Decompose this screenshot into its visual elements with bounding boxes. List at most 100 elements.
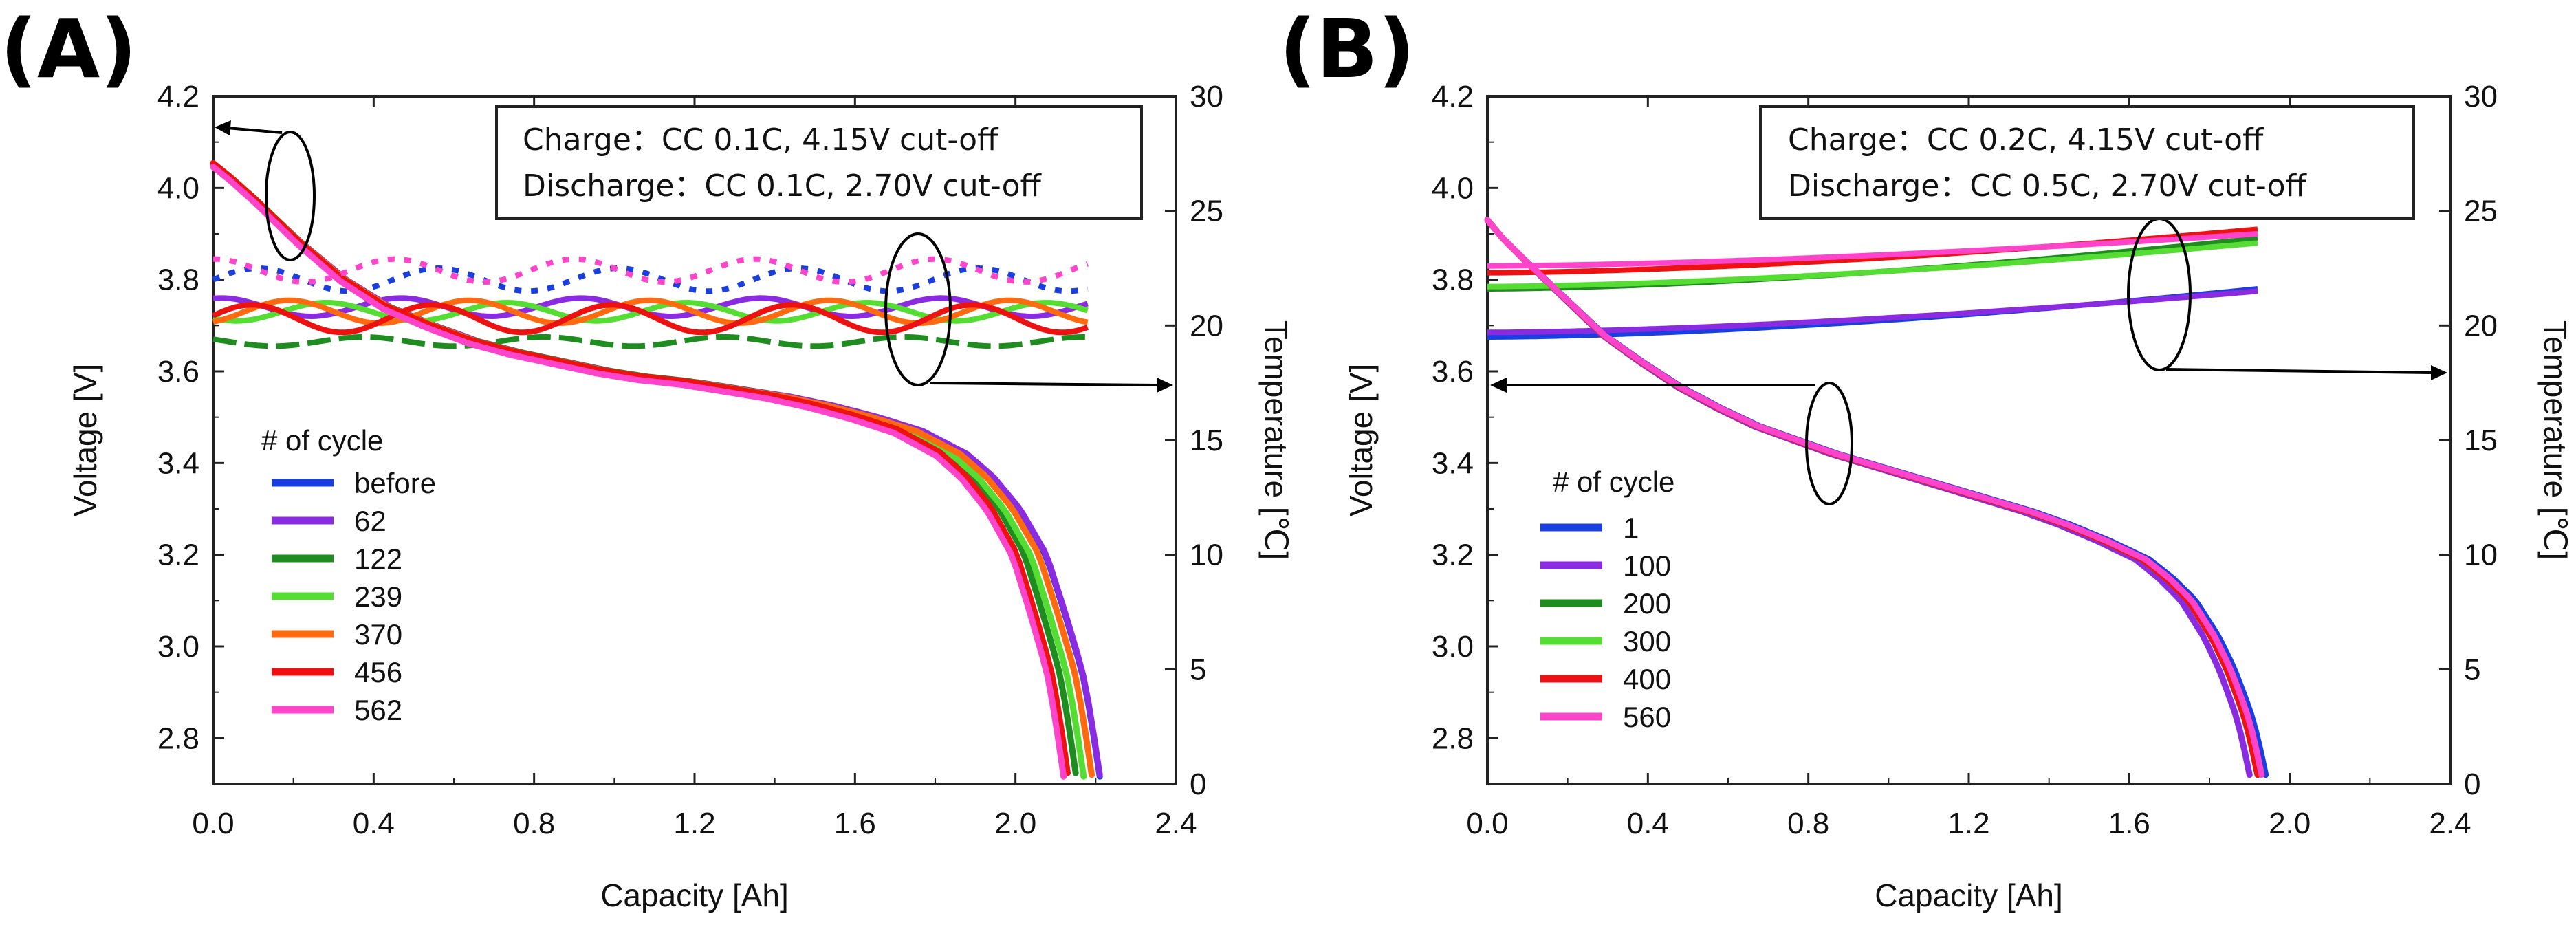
panel-b-y2-axis-title: Temperature [℃] xyxy=(2537,320,2573,560)
panel-a-legend-label-122: 122 xyxy=(354,543,402,575)
panel-b-conditions-box xyxy=(1759,105,2415,220)
panel-a-legend-title: # of cycle xyxy=(261,424,383,457)
panel-b-voltage-ellipse xyxy=(1805,382,1853,505)
panel-b-legend-label-100: 100 xyxy=(1623,549,1671,582)
panel-a-discharge-condition: Discharge：CC 0.1C, 2.70V cut-off xyxy=(523,168,1042,204)
panel-a-voltage-line-456 xyxy=(210,160,1071,776)
panel-a-legend: before 62 122 239 370 456 562 xyxy=(272,467,436,726)
panel-b-x-tick-label: 2.4 xyxy=(2429,807,2471,840)
panel-b-discharge-condition: Discharge：CC 0.5C, 2.70V cut-off xyxy=(1788,168,2307,204)
panel-a-legend-label-before: before xyxy=(354,467,436,499)
panel-a-x-tick-label: 0.0 xyxy=(192,807,234,840)
panel-b-voltage-line-560 xyxy=(1484,217,2265,778)
panel-b-temperature-line-300 xyxy=(1487,240,2258,290)
panel-a-legend-label-456: 456 xyxy=(354,656,402,688)
panel-a-y-tick-label: 4.2 xyxy=(157,80,199,113)
panel-b-y-tick-label: 3.2 xyxy=(1432,538,1474,572)
panel-a-legend-label-370: 370 xyxy=(354,618,402,651)
panel-a-y-tick-label: 3.4 xyxy=(157,446,199,480)
panel-b-y2-tick-label: 5 xyxy=(2464,653,2480,686)
panel-a-voltage-arrowhead xyxy=(215,120,231,135)
panel-b-y2-tick-label: 20 xyxy=(2464,309,2498,342)
panel-a-legend-label-562: 562 xyxy=(354,694,402,726)
panel-a-temperature-line-370 xyxy=(212,297,1089,326)
panel-a-y2-axis-title: Temperature [℃] xyxy=(1258,320,1294,560)
panel-a-x-tick-label: 1.6 xyxy=(834,807,876,840)
panel-a-x-tick-label: 0.4 xyxy=(353,807,395,840)
panel-b-y-tick-label: 3.8 xyxy=(1432,263,1474,297)
panel-a-y2-tick-label: 20 xyxy=(1190,309,1223,342)
panel-b-legend-title: # of cycle xyxy=(1553,466,1674,498)
panel-b-temperature-arrow xyxy=(2165,368,2432,374)
panel-b-x-tick-label: 2.0 xyxy=(2269,807,2311,840)
panel-a-x-tick-label: 1.2 xyxy=(673,807,715,840)
panel-b-y-tick-label: 3.4 xyxy=(1432,446,1474,480)
panel-a-voltage-ellipse xyxy=(265,131,316,261)
panel-a-y-tick-label: 4.0 xyxy=(157,171,199,205)
panel-b-x-tick-label: 0.0 xyxy=(1466,807,1508,840)
panel-a-x-axis-title: Capacity [Ah] xyxy=(600,877,789,913)
panel-b-y2-tick-label: 0 xyxy=(2464,767,2480,801)
panel-a-y-tick-label: 3.8 xyxy=(157,263,199,297)
panel-a: (A) 0.0 0.4 0.8 1.2 1.6 2.0 2.4 2.8 3.0 3.2 3.4 3.6… xyxy=(0,1,1294,913)
panel-b-y-axis-title: Voltage [V] xyxy=(1343,364,1379,517)
panel-b-legend-label-560: 560 xyxy=(1623,701,1671,733)
panel-b-legend-label-400: 400 xyxy=(1623,663,1671,695)
panel-a-x-tick-label: 2.4 xyxy=(1155,807,1197,840)
panel-b-legend: 1 100 200 300 400 560 xyxy=(1540,512,1671,733)
panel-a-temperature-line-122 xyxy=(212,334,1088,349)
panel-b-temperature-line-560 xyxy=(1487,231,2258,269)
panel-a-y2-tick-label: 5 xyxy=(1190,653,1206,686)
panel-a-charge-condition: Charge：CC 0.1C, 4.15V cut-off xyxy=(523,122,999,157)
panel-b-x-tick-label: 0.8 xyxy=(1787,807,1829,840)
panel-a-y-tick-label: 3.0 xyxy=(157,630,199,664)
panel-b-legend-label-200: 200 xyxy=(1623,587,1671,620)
panel-a-temperature-line-456 xyxy=(212,302,1089,336)
panel-a-y-tick-label: 2.8 xyxy=(157,721,199,755)
panel-b-ticks: 0.0 0.4 0.8 1.2 1.6 2.0 2.4 2.8 3.0 3.2 3.4 3.6 3.8 4… xyxy=(1432,80,2498,840)
panel-b-y2-tick-label: 15 xyxy=(2464,424,2498,457)
panel-b: (B) 0.0 0.4 0.8 1.2 1.6 2.0 2.4 2.8 3.0 3.2 3.4 3.6… xyxy=(1279,1,2573,913)
panel-a-y2-tick-label: 15 xyxy=(1190,424,1223,457)
panel-a-temperature-line-562 xyxy=(212,256,1089,285)
panel-b-y-tick-label: 3.6 xyxy=(1432,355,1474,389)
panel-b-y-tick-label: 2.8 xyxy=(1432,721,1474,755)
panel-a-voltage-arrow xyxy=(226,127,283,134)
panel-b-x-tick-label: 1.6 xyxy=(2108,807,2150,840)
panel-a-y2-tick-label: 0 xyxy=(1190,767,1206,801)
panel-b-y-tick-label: 4.0 xyxy=(1432,171,1474,205)
panel-a-y2-tick-label: 10 xyxy=(1190,538,1223,572)
panel-b-voltage-arrowhead xyxy=(1490,378,1507,393)
panel-a-temperature-ellipse xyxy=(884,232,952,386)
panel-b-legend-label-1: 1 xyxy=(1623,512,1639,544)
panel-b-y-tick-label: 3.0 xyxy=(1432,630,1474,664)
panel-a-temperature-arrowhead xyxy=(1157,378,1173,393)
panel-b-x-axis-title: Capacity [Ah] xyxy=(1875,877,2063,913)
panel-b-y2-tick-label: 30 xyxy=(2464,80,2498,113)
panel-a-y2-tick-label: 25 xyxy=(1190,195,1223,228)
panel-a-label: (A) xyxy=(0,1,137,96)
panel-b-label: (B) xyxy=(1279,1,1415,96)
panel-a-legend-label-62: 62 xyxy=(354,505,386,537)
panel-a-y-tick-label: 3.2 xyxy=(157,538,199,572)
panel-b-x-tick-label: 1.2 xyxy=(1947,807,1989,840)
panel-a-y-tick-label: 3.6 xyxy=(157,355,199,389)
panel-b-series xyxy=(1484,217,2269,778)
panel-a-y-axis-title: Voltage [V] xyxy=(67,364,103,517)
panel-a-x-tick-label: 2.0 xyxy=(994,807,1036,840)
panel-a-legend-label-239: 239 xyxy=(354,580,402,613)
panel-a-voltage-line-562 xyxy=(210,164,1067,780)
panel-b-y2-tick-label: 10 xyxy=(2464,538,2498,572)
panel-b-legend-label-300: 300 xyxy=(1623,625,1671,657)
panel-b-charge-condition: Charge：CC 0.2C, 4.15V cut-off xyxy=(1788,122,2264,157)
panel-b-x-tick-label: 0.4 xyxy=(1627,807,1669,840)
panel-a-ticks: 0.0 0.4 0.8 1.2 1.6 2.0 2.4 2.8 3.0 3.2 3.4 3.6 3.8 4… xyxy=(157,80,1223,840)
panel-a-series xyxy=(210,160,1103,780)
panel-b-y-tick-label: 4.2 xyxy=(1432,80,1474,113)
panel-b-y2-tick-label: 25 xyxy=(2464,195,2498,228)
panel-b-temperature-arrowhead xyxy=(2431,365,2447,380)
panel-a-x-tick-label: 0.8 xyxy=(513,807,555,840)
panel-a-y2-tick-label: 30 xyxy=(1190,80,1223,113)
panel-a-conditions-box xyxy=(495,105,1143,220)
